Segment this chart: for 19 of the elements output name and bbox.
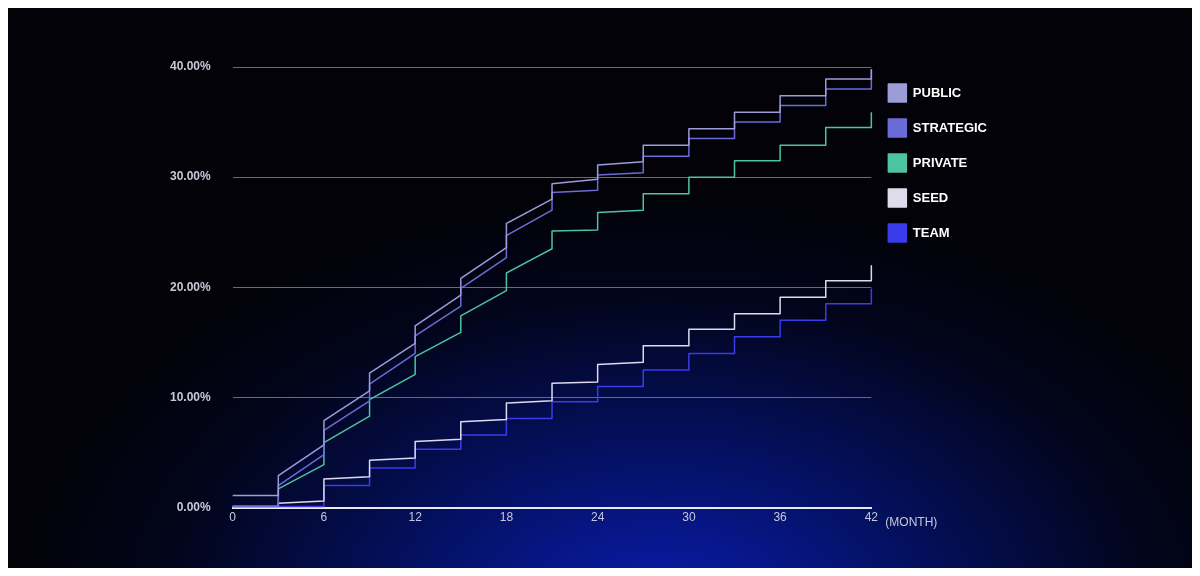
- y-tick-label: 0.00%: [176, 499, 212, 514]
- y-tick-label: 40.00%: [170, 59, 212, 74]
- legend-label: PRIVATE: [912, 154, 968, 170]
- x-tick-label: 18: [499, 510, 514, 525]
- y-tick-label: 30.00%: [170, 169, 212, 184]
- legend-label: SEED: [912, 189, 949, 205]
- x-tick-label: 0: [229, 510, 237, 525]
- x-tick-label: 6: [320, 510, 328, 525]
- y-tick-label: 20.00%: [170, 279, 212, 294]
- x-tick-label: 30: [682, 510, 696, 525]
- x-tick-label: 24: [590, 510, 605, 525]
- x-axis-title: (MONTH): [885, 514, 938, 529]
- x-tick-label: 12: [408, 510, 423, 525]
- y-tick-label: 10.00%: [170, 389, 212, 404]
- x-tick-label: 36: [773, 510, 788, 525]
- legend-label: TEAM: [912, 224, 950, 240]
- x-tick-label: 42: [864, 510, 879, 525]
- legend-label: PUBLIC: [912, 84, 962, 100]
- legend-label: STRATEGIC: [912, 119, 988, 135]
